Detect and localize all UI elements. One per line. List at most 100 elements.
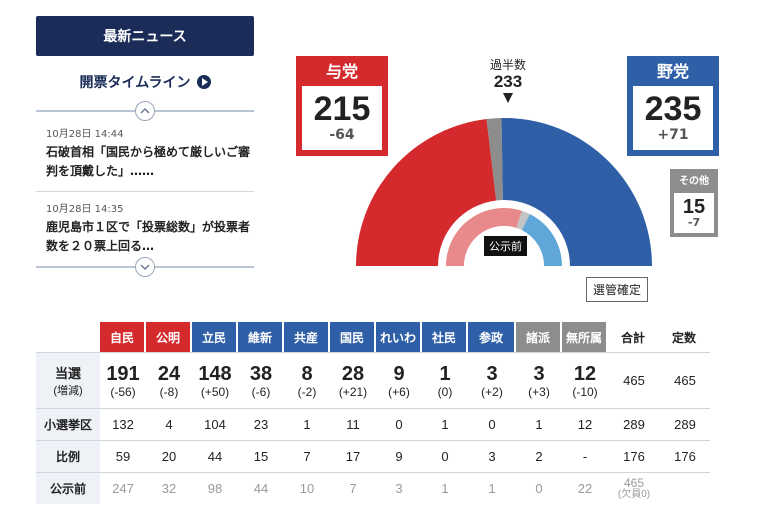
pr-cell: 3 bbox=[468, 440, 516, 472]
party-header: 無所属 bbox=[562, 322, 608, 352]
pre-ruling-arc bbox=[446, 208, 522, 266]
party-header: 諸派 bbox=[516, 322, 562, 352]
party-header: 国民 bbox=[330, 322, 376, 352]
district-total: 289 bbox=[608, 408, 660, 440]
news-headline[interactable]: 石破首相「国民から極めて厳しいご審判を頂戴した」…… bbox=[46, 145, 251, 178]
pre-election-label: 公示前 bbox=[484, 236, 527, 256]
elected-cell: 3 (+3) bbox=[516, 352, 562, 408]
pr-cell: 9 bbox=[376, 440, 422, 472]
pr-cell: 7 bbox=[284, 440, 330, 472]
elected-label: 当選 bbox=[54, 366, 81, 381]
opposition-seat-diff: +71 bbox=[657, 127, 689, 143]
elected-diff: (-6) bbox=[251, 384, 271, 399]
elected-count: 191 bbox=[106, 362, 140, 385]
pre-cell: 247 bbox=[100, 472, 146, 504]
elected-count: 1 bbox=[439, 362, 451, 385]
district-cell: 23 bbox=[238, 408, 284, 440]
elected-diff: (-10) bbox=[572, 384, 598, 399]
pr-cell: 15 bbox=[238, 440, 284, 472]
elected-cell: 24 (-8) bbox=[146, 352, 192, 408]
scroll-down-control[interactable] bbox=[36, 257, 254, 277]
row-label-elected: 当選 (増減) bbox=[36, 352, 100, 408]
elected-count: 8 bbox=[301, 362, 313, 385]
elected-cell: 8 (-2) bbox=[284, 352, 330, 408]
opposition-seat-count: 235 bbox=[644, 90, 702, 128]
pre-opposition-arc bbox=[521, 214, 562, 266]
pr-cell: 2 bbox=[516, 440, 562, 472]
timeline-link[interactable]: 開票タイムライン bbox=[36, 70, 254, 94]
party-header: 共産 bbox=[284, 322, 330, 352]
elected-diff: (+6) bbox=[388, 384, 410, 399]
pre-label: 公示前 bbox=[36, 472, 100, 504]
pr-cell: - bbox=[562, 440, 608, 472]
ruling-seat-diff: -64 bbox=[329, 127, 355, 143]
district-cell: 132 bbox=[100, 408, 146, 440]
elected-diff: (0) bbox=[437, 384, 453, 399]
party-header-row: 自民 公明 立民 維新 共産 国民 れいわ 社民 参政 諸派 無所属 合計 定数 bbox=[36, 322, 710, 352]
pr-cell: 20 bbox=[146, 440, 192, 472]
pre-capacity-empty bbox=[660, 472, 710, 504]
elected-diff: (-56) bbox=[110, 384, 136, 399]
scroll-up-control[interactable] bbox=[36, 101, 254, 121]
elected-diff: (+21) bbox=[338, 384, 368, 399]
pre-cell: 44 bbox=[238, 472, 284, 504]
pre-cell: 7 bbox=[330, 472, 376, 504]
news-date: 10月28日 14:35 bbox=[46, 204, 124, 215]
elected-cell: 148 (+50) bbox=[192, 352, 238, 408]
majority-label: 過半数 bbox=[489, 58, 526, 72]
party-header: 公明 bbox=[146, 322, 192, 352]
opposition-seats-arc bbox=[501, 118, 652, 266]
party-header: れいわ bbox=[376, 322, 422, 352]
elected-count: 28 bbox=[341, 362, 365, 385]
elected-cell: 38 (-6) bbox=[238, 352, 284, 408]
chevron-down-icon[interactable] bbox=[135, 257, 155, 277]
news-item[interactable]: 10月28日 14:44 石破首相「国民から極めて厳しいご審判を頂戴した」…… bbox=[46, 125, 252, 181]
elected-cell: 12 (-10) bbox=[562, 352, 608, 408]
district-cell: 11 bbox=[330, 408, 376, 440]
elected-count: 24 bbox=[157, 362, 181, 385]
district-cell: 104 bbox=[192, 408, 238, 440]
latest-news-header: 最新ニュース bbox=[36, 16, 254, 56]
elected-diff: (-2) bbox=[297, 384, 317, 399]
district-cell: 0 bbox=[376, 408, 422, 440]
news-item[interactable]: 10月28日 14:35 鹿児島市１区で「投票総数」が投票者数を２０票上回る… bbox=[46, 200, 252, 256]
elected-count: 148 bbox=[198, 362, 232, 385]
pre-cell: 1 bbox=[468, 472, 516, 504]
opposition-label: 野党 bbox=[656, 62, 689, 81]
majority-marker: 過半数 233 bbox=[478, 56, 538, 103]
district-cell: 1 bbox=[422, 408, 468, 440]
header-corner bbox=[36, 322, 100, 352]
ruling-seats-arc bbox=[356, 119, 497, 266]
pre-cell: 22 bbox=[562, 472, 608, 504]
majority-count: 233 bbox=[493, 72, 523, 91]
pr-total: 176 bbox=[608, 440, 660, 472]
play-arrow-icon bbox=[196, 75, 211, 89]
news-headline[interactable]: 鹿児島市１区で「投票総数」が投票者数を２０票上回る… bbox=[46, 220, 251, 253]
pre-cell: 1 bbox=[422, 472, 468, 504]
pr-cell: 0 bbox=[422, 440, 468, 472]
news-date: 10月28日 14:44 bbox=[46, 129, 124, 140]
elected-capacity: 465 bbox=[660, 352, 710, 408]
results-table: 自民 公明 立民 維新 共産 国民 れいわ 社民 参政 諸派 無所属 合計 定数 当選 (増減) 191… bbox=[36, 322, 710, 504]
pr-label: 比例 bbox=[36, 440, 100, 472]
ruling-seat-count: 215 bbox=[313, 90, 371, 128]
chevron-up-icon[interactable] bbox=[135, 101, 155, 121]
pre-cell: 32 bbox=[146, 472, 192, 504]
other-seat-count: 15 bbox=[682, 196, 706, 218]
pre-cell: 10 bbox=[284, 472, 330, 504]
pre-vacancy-note: (欠員0) bbox=[617, 489, 651, 500]
pre-cell: 0 bbox=[516, 472, 562, 504]
elected-count: 12 bbox=[573, 362, 597, 385]
district-cell: 1 bbox=[516, 408, 562, 440]
elected-diff: (-8) bbox=[159, 384, 179, 399]
pr-cell: 59 bbox=[100, 440, 146, 472]
district-cell: 12 bbox=[562, 408, 608, 440]
majority-arrow-icon bbox=[503, 93, 513, 103]
district-cell: 1 bbox=[284, 408, 330, 440]
pr-cell: 44 bbox=[192, 440, 238, 472]
party-header: 維新 bbox=[238, 322, 284, 352]
ruling-coalition-box: 与党 215 -64 bbox=[296, 56, 388, 156]
party-header: 参政 bbox=[468, 322, 516, 352]
party-header: 立民 bbox=[192, 322, 238, 352]
elected-cell: 9 (+6) bbox=[376, 352, 422, 408]
